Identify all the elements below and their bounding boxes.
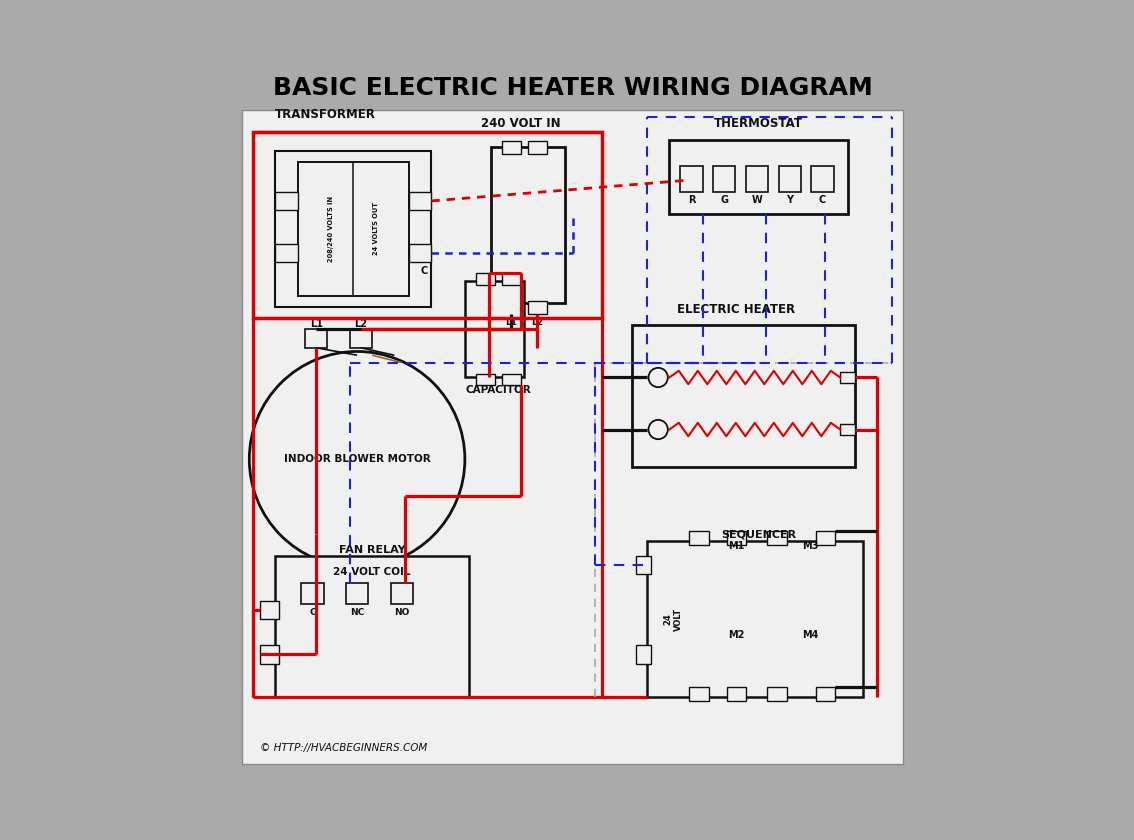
FancyBboxPatch shape — [713, 165, 736, 192]
FancyBboxPatch shape — [727, 687, 746, 701]
Text: R: R — [688, 196, 695, 205]
Text: M3: M3 — [803, 541, 819, 551]
FancyBboxPatch shape — [349, 329, 372, 348]
Text: NO: NO — [393, 608, 409, 617]
FancyBboxPatch shape — [815, 532, 835, 545]
FancyBboxPatch shape — [680, 165, 703, 192]
Text: W: W — [752, 196, 762, 205]
Text: INDOOR BLOWER MOTOR: INDOOR BLOWER MOTOR — [284, 454, 431, 465]
FancyBboxPatch shape — [811, 165, 833, 192]
Text: TRANSFORMER: TRANSFORMER — [276, 108, 376, 121]
Text: THERMOSTAT: THERMOSTAT — [714, 118, 803, 130]
FancyBboxPatch shape — [305, 329, 328, 348]
FancyBboxPatch shape — [276, 556, 468, 697]
FancyBboxPatch shape — [502, 274, 521, 285]
FancyBboxPatch shape — [840, 423, 855, 435]
FancyBboxPatch shape — [476, 374, 494, 385]
Text: Y: Y — [786, 196, 794, 205]
FancyBboxPatch shape — [669, 139, 848, 214]
Text: SEQUENCER: SEQUENCER — [721, 530, 796, 540]
FancyBboxPatch shape — [746, 165, 768, 192]
Text: L1: L1 — [310, 319, 323, 329]
Circle shape — [249, 351, 465, 567]
FancyBboxPatch shape — [768, 687, 787, 701]
FancyBboxPatch shape — [261, 645, 279, 664]
Text: 208/240 VOLTS IN: 208/240 VOLTS IN — [328, 196, 335, 262]
Text: 24 VOLTS OUT: 24 VOLTS OUT — [373, 202, 379, 255]
FancyBboxPatch shape — [476, 274, 494, 285]
Text: L2: L2 — [354, 319, 367, 329]
FancyBboxPatch shape — [840, 371, 855, 383]
Text: L1: L1 — [506, 318, 517, 327]
FancyBboxPatch shape — [491, 147, 565, 303]
Text: C: C — [819, 196, 826, 205]
FancyBboxPatch shape — [261, 601, 279, 619]
Text: G: G — [720, 196, 728, 205]
FancyBboxPatch shape — [302, 584, 323, 604]
Text: 240 VOLT IN: 240 VOLT IN — [481, 118, 560, 130]
FancyBboxPatch shape — [390, 584, 413, 604]
FancyBboxPatch shape — [648, 541, 863, 697]
FancyBboxPatch shape — [409, 244, 431, 262]
FancyBboxPatch shape — [636, 645, 651, 664]
FancyBboxPatch shape — [276, 244, 297, 262]
Text: © HTTP://HVACBEGINNERS.COM: © HTTP://HVACBEGINNERS.COM — [261, 743, 428, 753]
FancyBboxPatch shape — [689, 532, 709, 545]
FancyBboxPatch shape — [276, 150, 431, 307]
Text: M2: M2 — [728, 630, 744, 640]
FancyBboxPatch shape — [815, 687, 835, 701]
FancyBboxPatch shape — [242, 110, 904, 764]
Text: M1: M1 — [728, 541, 744, 551]
Circle shape — [649, 420, 668, 439]
FancyBboxPatch shape — [276, 192, 297, 210]
FancyBboxPatch shape — [528, 301, 547, 314]
Text: BASIC ELECTRIC HEATER WIRING DIAGRAM: BASIC ELECTRIC HEATER WIRING DIAGRAM — [273, 76, 872, 101]
FancyBboxPatch shape — [636, 556, 651, 575]
Text: C: C — [310, 608, 315, 617]
Text: L2: L2 — [532, 318, 543, 327]
Text: NC: NC — [350, 608, 364, 617]
Circle shape — [649, 368, 668, 387]
FancyBboxPatch shape — [689, 687, 709, 701]
Text: C: C — [421, 266, 428, 276]
Text: ELECTRIC HEATER: ELECTRIC HEATER — [677, 303, 795, 316]
FancyBboxPatch shape — [502, 301, 521, 314]
FancyBboxPatch shape — [502, 374, 521, 385]
FancyBboxPatch shape — [409, 192, 431, 210]
FancyBboxPatch shape — [502, 141, 521, 155]
FancyBboxPatch shape — [632, 325, 855, 467]
FancyBboxPatch shape — [346, 584, 369, 604]
Text: FAN RELAY: FAN RELAY — [339, 545, 405, 554]
FancyBboxPatch shape — [528, 141, 547, 155]
FancyBboxPatch shape — [465, 281, 524, 377]
Text: 24 VOLT COIL: 24 VOLT COIL — [333, 567, 411, 577]
FancyBboxPatch shape — [779, 165, 801, 192]
FancyBboxPatch shape — [727, 532, 746, 545]
FancyBboxPatch shape — [297, 162, 409, 296]
Text: CAPACITOR: CAPACITOR — [465, 385, 531, 395]
Text: M4: M4 — [803, 630, 819, 640]
Text: 24
VOLT: 24 VOLT — [663, 607, 683, 631]
FancyBboxPatch shape — [768, 532, 787, 545]
